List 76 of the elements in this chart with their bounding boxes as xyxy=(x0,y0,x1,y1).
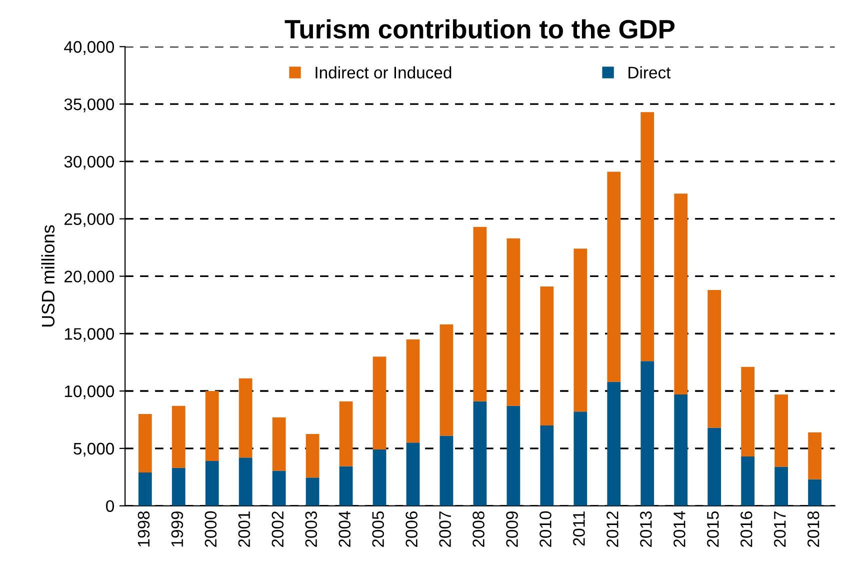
bar xyxy=(473,226,487,402)
x-tick-label: 2012 xyxy=(606,511,618,547)
chart-title: Turism contribution to the GDP xyxy=(284,19,675,39)
bar xyxy=(741,366,755,456)
bar xyxy=(574,248,588,412)
x-tick-label: 2015 xyxy=(707,511,719,547)
bar xyxy=(741,456,755,506)
x-tick-label: 1998 xyxy=(138,511,150,546)
bar xyxy=(238,458,252,506)
bar xyxy=(574,412,588,506)
x-tick-label: 2013 xyxy=(640,511,652,547)
bar xyxy=(506,406,520,506)
y-tick-label: 15,000 xyxy=(64,328,114,342)
bar xyxy=(238,378,252,458)
bar xyxy=(272,470,286,506)
x-tick-label: 2006 xyxy=(406,511,418,547)
bar xyxy=(339,401,353,466)
y-axis-title: USD millions xyxy=(41,225,55,326)
bar xyxy=(205,461,219,506)
y-tick-label: 10,000 xyxy=(64,385,114,400)
x-tick-label: 2004 xyxy=(338,511,351,547)
x-tick-label: 2008 xyxy=(472,511,484,547)
bar xyxy=(674,194,688,394)
bar xyxy=(540,425,554,506)
x-tick-label: 2014 xyxy=(674,511,686,547)
y-tick-label: 0 xyxy=(106,500,114,512)
x-tick-label: 2000 xyxy=(204,511,217,547)
y-tick-label: 40,000 xyxy=(64,41,114,55)
bar xyxy=(808,432,822,480)
bar xyxy=(708,428,722,506)
x-tick-label: 2011 xyxy=(573,511,585,546)
bar xyxy=(306,434,320,478)
bar xyxy=(406,442,420,506)
bar xyxy=(205,391,219,462)
bar xyxy=(640,112,654,362)
x-tick-label: 2003 xyxy=(305,511,318,547)
x-tick-label: 2005 xyxy=(372,511,384,547)
legend-label: Indirect or Induced xyxy=(316,66,452,78)
bar xyxy=(138,414,152,473)
bar xyxy=(339,466,353,506)
bar xyxy=(372,356,386,450)
x-tick-label: 2002 xyxy=(272,511,284,547)
bar xyxy=(372,450,386,506)
x-tick-label: 1999 xyxy=(171,511,184,546)
bar xyxy=(774,394,788,467)
x-tick-label: 2009 xyxy=(506,511,518,547)
bar xyxy=(406,339,420,443)
x-tick-label: 2016 xyxy=(740,511,752,547)
bar xyxy=(272,417,286,471)
bar xyxy=(540,286,554,426)
y-tick-label: 5,000 xyxy=(74,442,114,457)
bar xyxy=(138,472,152,506)
x-tick-label: 2007 xyxy=(439,511,451,547)
y-tick-label: 20,000 xyxy=(64,270,114,284)
y-tick-label: 25,000 xyxy=(64,213,114,227)
y-tick-label: 30,000 xyxy=(64,156,114,170)
bar xyxy=(440,324,454,436)
bar xyxy=(607,382,621,506)
bar xyxy=(306,478,320,506)
x-tick-label: 2017 xyxy=(774,511,786,547)
x-tick-label: 2018 xyxy=(807,511,820,547)
x-tick-label: 2001 xyxy=(238,511,250,547)
bar xyxy=(440,436,454,506)
legend-label: Direct xyxy=(628,66,671,78)
bar xyxy=(607,172,621,382)
x-tick-label: 2010 xyxy=(540,511,552,547)
bar xyxy=(172,468,186,506)
bar xyxy=(708,290,722,428)
bar xyxy=(640,361,654,506)
bar xyxy=(506,238,520,406)
bar xyxy=(172,406,186,468)
y-tick-label: 35,000 xyxy=(64,98,114,112)
bar xyxy=(674,394,688,506)
bar xyxy=(473,401,487,506)
bar xyxy=(774,466,788,506)
bar xyxy=(808,479,822,506)
